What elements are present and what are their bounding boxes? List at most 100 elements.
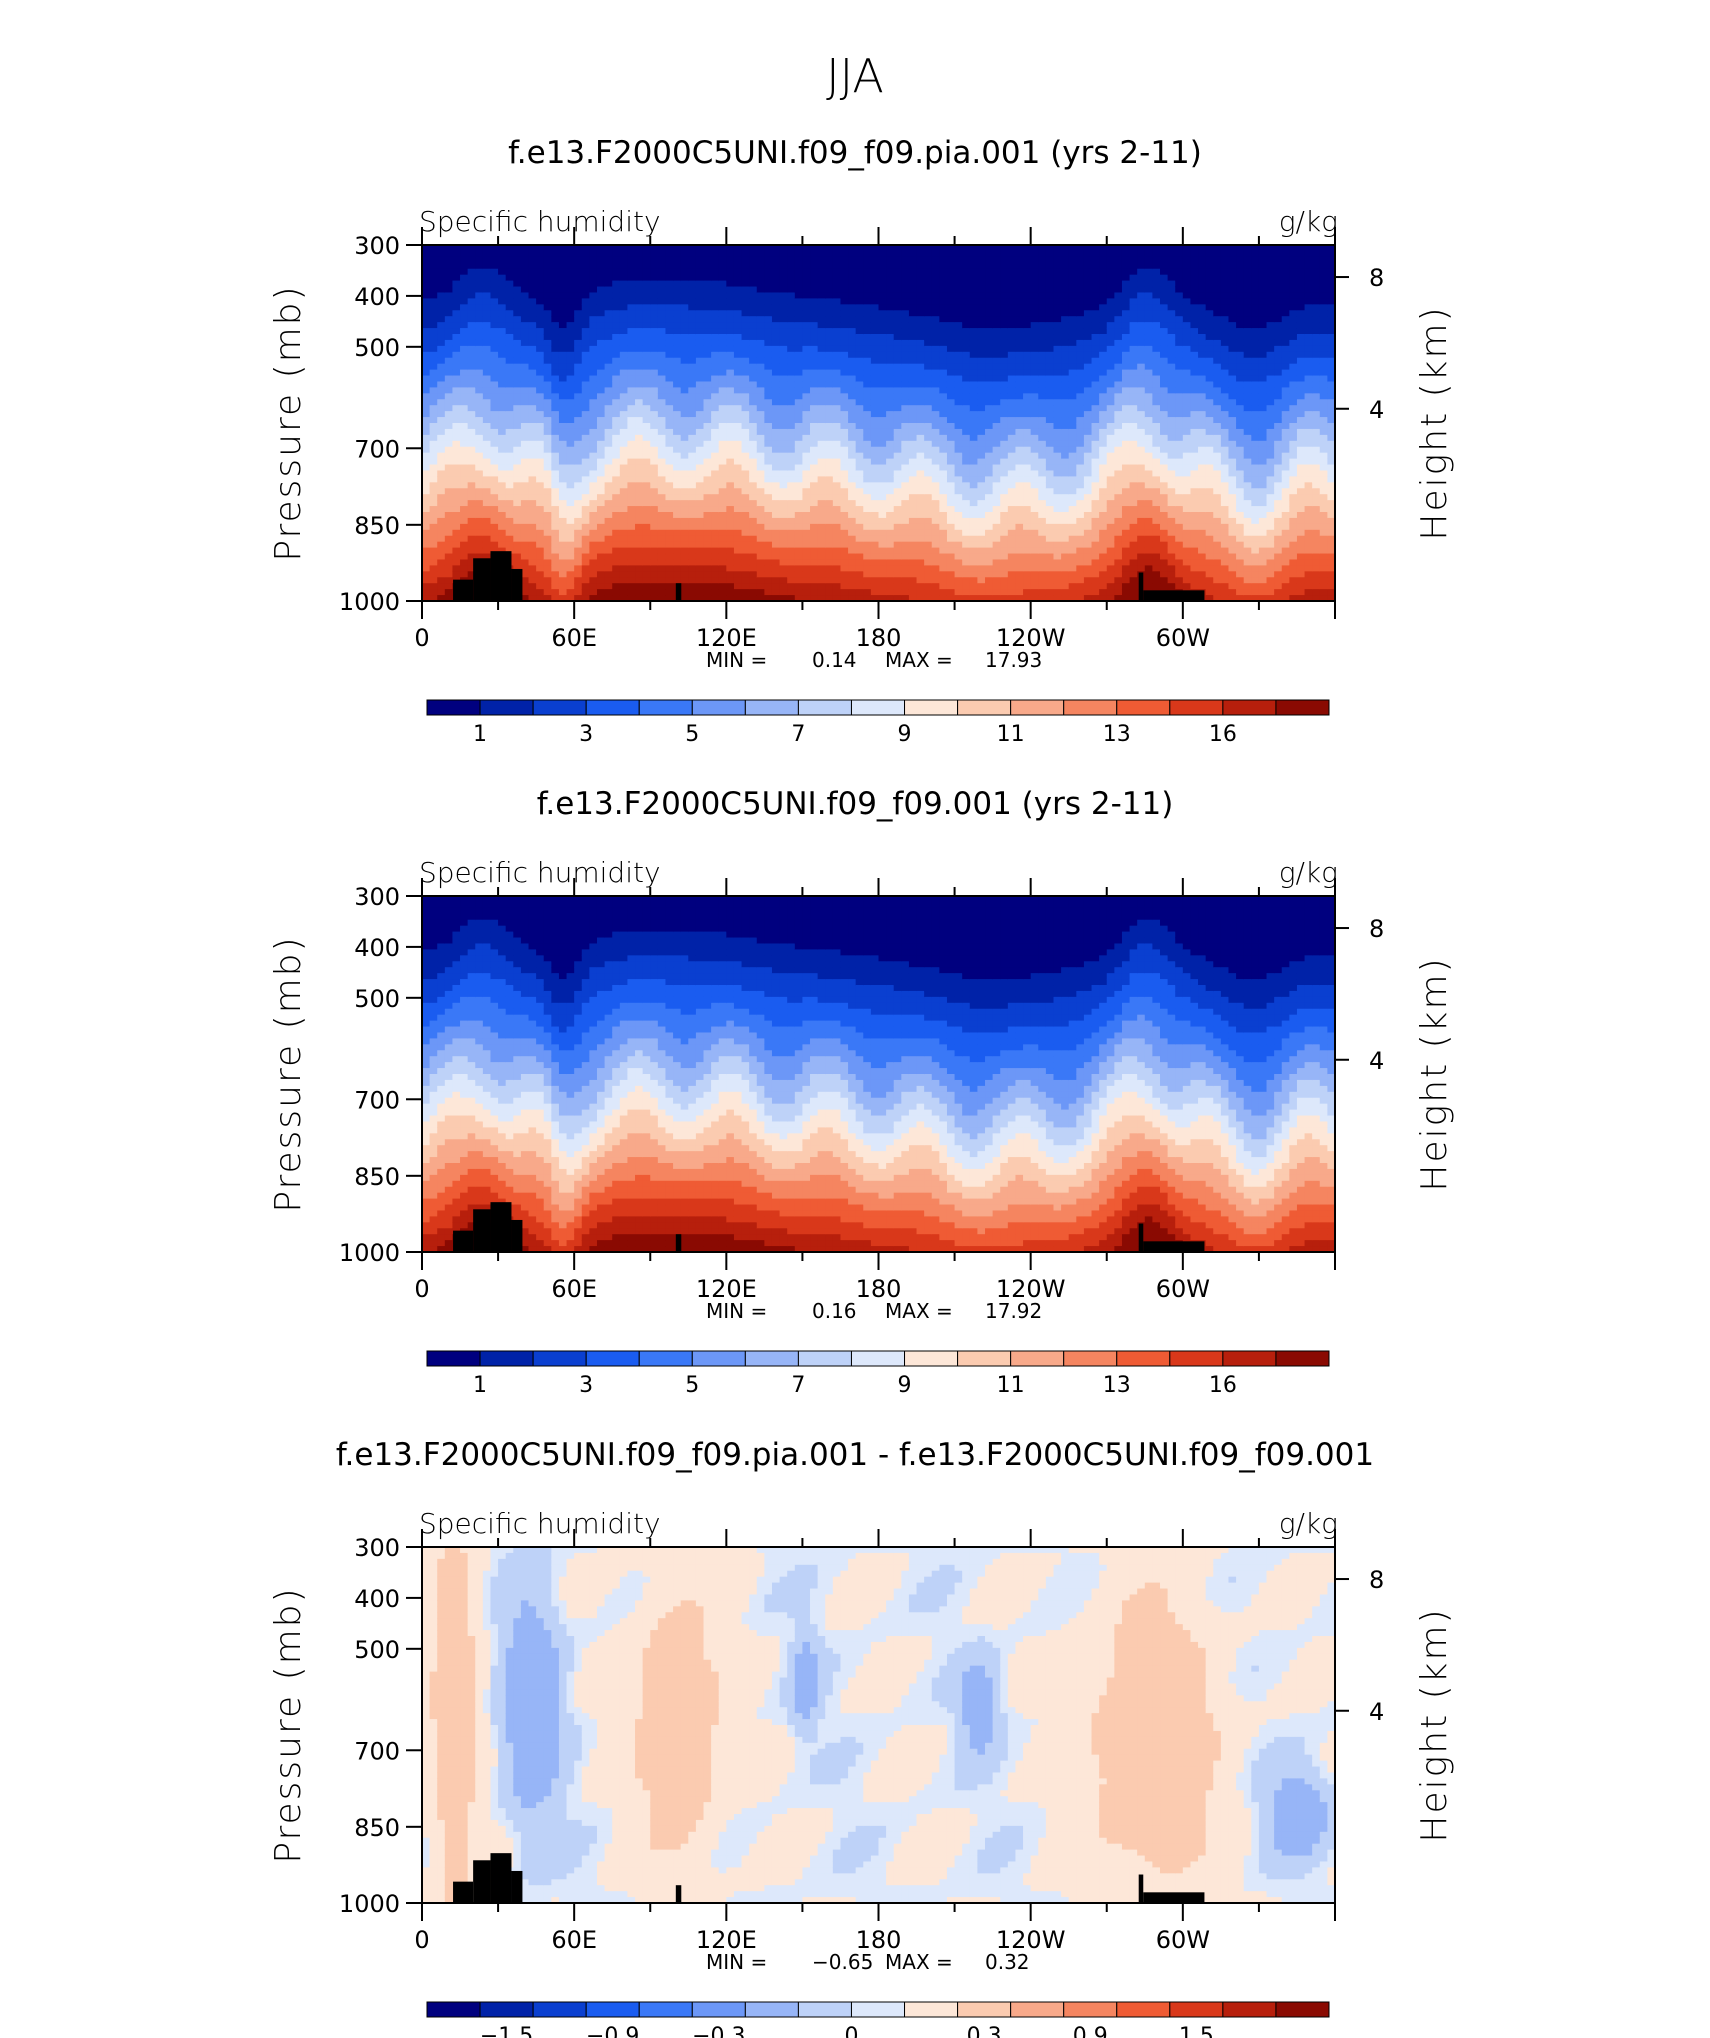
field-cell xyxy=(1031,494,1039,501)
field-cell xyxy=(430,512,438,519)
field-cell xyxy=(422,322,430,329)
field-cell xyxy=(711,287,719,294)
field-cell xyxy=(924,358,932,365)
field-cell xyxy=(711,482,719,489)
field-cell xyxy=(589,506,597,513)
field-cell xyxy=(688,441,696,448)
field-cell xyxy=(726,488,734,495)
field-cell xyxy=(574,559,582,566)
field-cell xyxy=(787,387,795,394)
field-cell xyxy=(856,453,864,460)
field-cell xyxy=(742,482,750,489)
field-cell xyxy=(635,583,643,590)
field-cell xyxy=(977,411,985,418)
field-cell xyxy=(977,548,985,555)
field-cell xyxy=(848,577,856,584)
field-cell xyxy=(589,524,597,531)
field-cell xyxy=(521,370,529,377)
field-cell xyxy=(932,441,940,448)
field-cell xyxy=(939,565,947,572)
field-cell xyxy=(840,364,848,371)
field-cell xyxy=(977,494,985,501)
field-cell xyxy=(430,447,438,454)
field-cell xyxy=(879,429,887,436)
field-cell xyxy=(985,304,993,311)
field-cell xyxy=(894,298,902,305)
field-cell xyxy=(734,435,742,442)
field-cell xyxy=(795,328,803,335)
field-cell xyxy=(810,589,818,596)
field-cell xyxy=(544,310,552,317)
field-cell xyxy=(460,358,468,365)
field-cell xyxy=(551,512,559,519)
field-cell xyxy=(985,281,993,288)
field-cell xyxy=(977,417,985,424)
field-cell xyxy=(612,589,620,596)
field-cell xyxy=(643,559,651,566)
field-cell xyxy=(787,334,795,341)
field-cell xyxy=(574,548,582,555)
field-cell xyxy=(597,429,605,436)
field-cell xyxy=(430,269,438,276)
field-cell xyxy=(993,334,1001,341)
field-cell xyxy=(742,583,750,590)
field-cell xyxy=(879,358,887,365)
field-cell xyxy=(437,352,445,359)
field-cell xyxy=(848,417,856,424)
field-cell xyxy=(627,328,635,335)
field-cell xyxy=(521,310,529,317)
field-cell xyxy=(909,263,917,270)
field-cell xyxy=(544,340,552,347)
field-cell xyxy=(681,376,689,383)
field-cell xyxy=(772,304,780,311)
field-cell xyxy=(833,429,841,436)
field-cell xyxy=(985,340,993,347)
field-cell xyxy=(1031,334,1039,341)
field-cell xyxy=(658,292,666,299)
field-cell xyxy=(582,381,590,388)
field-cell xyxy=(688,459,696,466)
field-cell xyxy=(993,298,1001,305)
field-cell xyxy=(825,370,833,377)
field-cell xyxy=(650,429,658,436)
field-cell xyxy=(1038,524,1046,531)
field-cell xyxy=(1015,263,1023,270)
field-cell xyxy=(1046,530,1054,537)
field-cell xyxy=(939,441,947,448)
field-cell xyxy=(536,470,544,477)
field-cell xyxy=(734,328,742,335)
field-cell xyxy=(490,304,498,311)
field-cell xyxy=(498,405,506,412)
field-cell xyxy=(711,316,719,323)
field-cell xyxy=(1046,512,1054,519)
field-cell xyxy=(635,506,643,513)
field-cell xyxy=(521,441,529,448)
field-cell xyxy=(955,500,963,507)
field-cell xyxy=(749,506,757,513)
field-cell xyxy=(802,257,810,264)
field-cell xyxy=(833,542,841,549)
field-cell xyxy=(985,589,993,596)
field-cell xyxy=(749,322,757,329)
field-cell xyxy=(665,536,673,543)
field-cell xyxy=(795,589,803,596)
field-cell xyxy=(772,548,780,555)
field-cell xyxy=(757,423,765,430)
field-cell xyxy=(833,459,841,466)
field-cell xyxy=(818,292,826,299)
field-cell xyxy=(620,251,628,258)
field-cell xyxy=(795,417,803,424)
field-cell xyxy=(939,251,947,258)
field-cell xyxy=(780,482,788,489)
field-cell xyxy=(742,263,750,270)
field-cell xyxy=(757,453,765,460)
field-cell xyxy=(962,423,970,430)
field-cell xyxy=(460,518,468,525)
field-cell xyxy=(468,340,476,347)
field-cell xyxy=(917,482,925,489)
field-cell xyxy=(939,559,947,566)
field-cell xyxy=(970,334,978,341)
field-cell xyxy=(422,518,430,525)
field-cell xyxy=(521,263,529,270)
field-cell xyxy=(490,364,498,371)
